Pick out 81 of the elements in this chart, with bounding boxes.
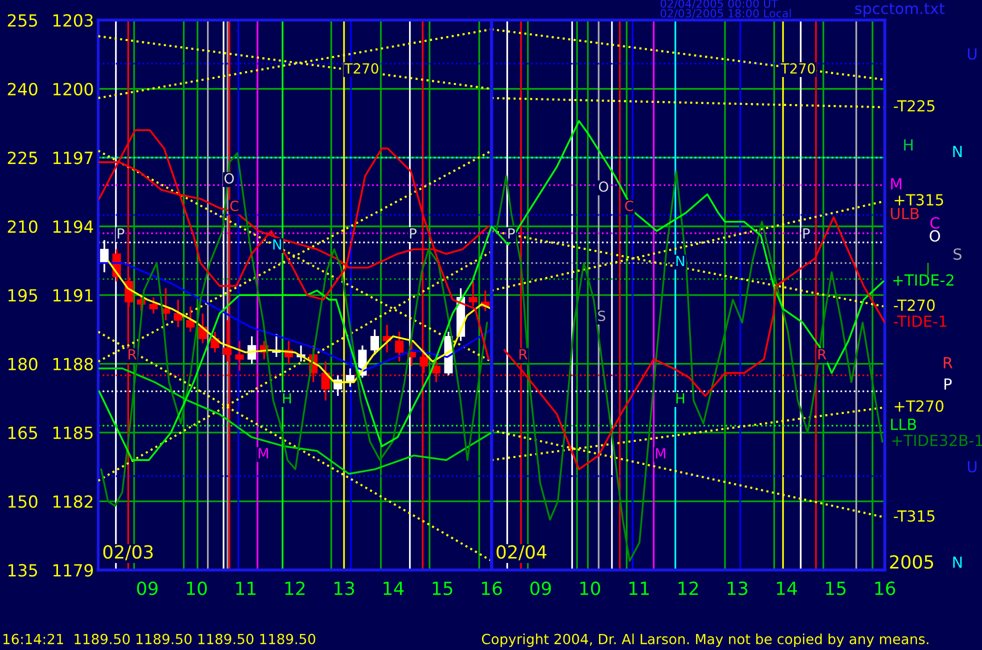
text: Copyright 2004, Dr. Al Larson. May not be copied by any means. bbox=[482, 634, 928, 647]
text: spcctom.txt bbox=[855, 3, 945, 18]
text: R bbox=[944, 357, 952, 368]
annotation: S bbox=[598, 310, 606, 322]
y2-tick-label: 195 bbox=[8, 289, 38, 302]
y-tick-label: 1191 bbox=[53, 289, 92, 302]
text: 02/03/2005 18:00 Local bbox=[660, 8, 791, 18]
annotation: T270 bbox=[344, 63, 378, 74]
y-tick-label: 1188 bbox=[53, 358, 93, 370]
x-tick-label: 13 bbox=[334, 581, 354, 596]
y2-tick-label: 255 bbox=[8, 14, 38, 27]
text: P bbox=[944, 378, 952, 390]
y-tick-label: 1200 bbox=[53, 82, 93, 96]
text: C bbox=[930, 217, 940, 229]
annotation: P bbox=[118, 228, 124, 238]
x-tick-label: 14 bbox=[384, 582, 404, 595]
series-label: +T270 bbox=[894, 400, 944, 412]
y-tick-label: 1194 bbox=[53, 220, 94, 233]
x-tick-label: 16 bbox=[875, 581, 896, 596]
x-tick-label: 15 bbox=[432, 582, 452, 596]
x-tick-label: 11 bbox=[629, 582, 649, 595]
x-tick-label: 10 bbox=[580, 581, 600, 596]
series-label: +T315 bbox=[894, 194, 944, 206]
series-label: -T270 bbox=[894, 299, 935, 311]
ref-line-label: ULB bbox=[890, 208, 919, 220]
y2-tick-label: 135 bbox=[8, 564, 38, 577]
series-label: +TIDE32B-1 bbox=[892, 434, 982, 446]
x-tick-label: 10 bbox=[187, 581, 207, 596]
y2-tick-label: 150 bbox=[8, 495, 38, 508]
annotation: P bbox=[410, 228, 417, 238]
text: S bbox=[954, 248, 962, 260]
x-tick-label: 15 bbox=[826, 582, 846, 596]
y-tick-label: 1203 bbox=[53, 14, 93, 27]
ref-line-label: LLB bbox=[891, 418, 916, 430]
series-label: -T315 bbox=[894, 510, 934, 522]
x-tick-label: 12 bbox=[678, 581, 698, 595]
x-tick-label: 11 bbox=[236, 582, 256, 595]
x-tick-label: 09 bbox=[530, 581, 551, 596]
annotation: 02/03 bbox=[103, 545, 153, 560]
text: 16:14:21 1189.50 1189.50 1189.50 1189.50 bbox=[3, 634, 316, 644]
series-label: -T225 bbox=[894, 100, 934, 112]
y-tick-label: 1185 bbox=[53, 426, 93, 440]
text: N bbox=[953, 556, 962, 568]
annotation: P bbox=[508, 228, 515, 238]
series-label: -TIDE-1 bbox=[894, 316, 946, 327]
annotation: C bbox=[230, 200, 238, 212]
ref-line-label: M bbox=[891, 178, 902, 190]
annotation: T270 bbox=[780, 63, 815, 74]
annotation: R bbox=[818, 349, 826, 360]
annotation: O bbox=[598, 181, 608, 192]
annotation: 02/04 bbox=[496, 545, 546, 560]
annotation: R bbox=[128, 349, 136, 360]
x-tick-label: 16 bbox=[482, 581, 502, 596]
x-tick-label: 09 bbox=[137, 581, 158, 596]
text: H bbox=[904, 139, 913, 150]
annotation: M bbox=[656, 448, 666, 458]
annotation: N bbox=[273, 239, 281, 250]
x-tick-label: 14 bbox=[776, 582, 797, 595]
x-tick-label: 12 bbox=[285, 581, 305, 595]
annotation: H bbox=[676, 393, 684, 404]
annotation: O bbox=[224, 173, 234, 184]
x-tick-label: 13 bbox=[728, 581, 748, 596]
y2-tick-label: 210 bbox=[8, 220, 38, 233]
annotation: H bbox=[283, 393, 291, 404]
y2-tick-label: 165 bbox=[8, 426, 38, 440]
text: O bbox=[930, 230, 940, 242]
y-tick-label: 1179 bbox=[53, 564, 93, 577]
annotation: C bbox=[625, 200, 634, 212]
text: 2005 bbox=[890, 555, 934, 569]
annotation: M bbox=[258, 448, 268, 458]
annotation: P bbox=[803, 228, 810, 238]
text: U bbox=[968, 461, 976, 472]
y2-tick-label: 180 bbox=[8, 358, 38, 370]
y-tick-label: 1182 bbox=[53, 495, 92, 508]
y-tick-label: 1197 bbox=[53, 152, 93, 164]
text: N bbox=[953, 146, 962, 157]
annotation: R bbox=[519, 349, 528, 360]
y2-tick-label: 225 bbox=[8, 152, 38, 164]
annotation: N bbox=[676, 256, 684, 266]
text: U bbox=[968, 48, 976, 60]
y2-tick-label: 240 bbox=[8, 82, 38, 96]
